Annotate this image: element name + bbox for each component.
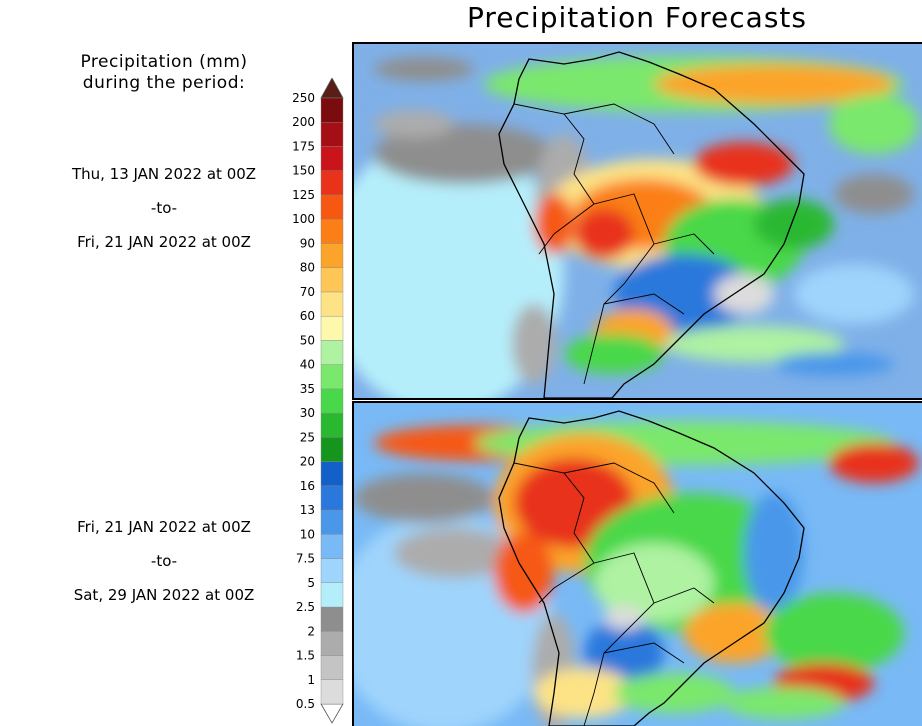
precipitation-colorbar: 0.5 1 1.5 2 2.5 5 7.5 10 13 16 20 25 30 35 40 50 60 70 80 9…	[292, 78, 344, 724]
colorbar-bin	[320, 243, 344, 268]
colorbar-tick-label: 40	[300, 358, 315, 372]
colorbar-tick-label: 70	[300, 285, 315, 299]
colorbar-bin	[320, 558, 344, 583]
colorbar-bin	[320, 388, 344, 414]
colorbar-bin	[320, 170, 344, 196]
colorbar-bin	[320, 582, 344, 608]
colorbar-tick-label: 90	[300, 236, 315, 250]
units-label-line2: during the period:	[82, 73, 246, 93]
colorbar-tick-label: 35	[300, 382, 315, 396]
colorbar-tick-label: 50	[300, 333, 315, 347]
colorbar-bin	[320, 631, 344, 656]
colorbar-bin	[320, 364, 344, 390]
colorbar-tick-label: 200	[292, 115, 315, 129]
colorbar-tick-label: 16	[300, 479, 315, 493]
page-title: Precipitation Forecasts	[467, 1, 807, 34]
period-1-start: Thu, 13 JAN 2022 at 00Z	[71, 165, 257, 183]
colorbar-bin	[320, 437, 344, 462]
units-label: Precipitation (mm) during the period:	[40, 52, 288, 94]
colorbar-tick-label: 0.5	[296, 697, 315, 711]
forecast-map-week2	[352, 401, 922, 726]
colorbar-bin	[320, 315, 344, 341]
forecast-map-week1	[352, 42, 922, 400]
colorbar-bin	[320, 606, 344, 632]
colorbar-tick-label: 1	[307, 673, 315, 687]
units-label-line1: Precipitation (mm)	[80, 52, 248, 72]
colorbar-tick-label: 80	[300, 261, 315, 275]
colorbar-tick-label: 20	[300, 455, 315, 469]
colorbar-bin	[320, 267, 344, 293]
colorbar-bin	[320, 291, 344, 317]
colorbar-bin	[320, 194, 344, 220]
colorbar-tick-label: 30	[300, 406, 315, 420]
colorbar-bin	[320, 412, 344, 438]
colorbar-tick-label: 5	[307, 576, 315, 590]
colorbar-bin	[320, 485, 344, 511]
period-1-separator: -to-	[150, 199, 178, 217]
colorbar-tick-label: 7.5	[296, 552, 315, 566]
colorbar-bin	[320, 146, 344, 171]
colorbar-tick-label: 150	[292, 164, 315, 178]
colorbar-bin	[320, 97, 344, 123]
colorbar-tick-label: 175	[292, 139, 315, 153]
colorbar-bin	[320, 122, 344, 147]
colorbar-top-arrow	[320, 78, 344, 99]
colorbar-tick-label: 100	[292, 212, 315, 226]
colorbar-tick-label: 10	[300, 527, 315, 541]
colorbar-bottom-arrow	[320, 703, 344, 724]
colorbar-bin	[320, 534, 344, 559]
colorbar-bin	[320, 655, 344, 680]
colorbar-tick-label: 125	[292, 188, 315, 202]
period-1-label: Thu, 13 JAN 2022 at 00Z -to- Fri, 21 JAN…	[40, 157, 288, 259]
colorbar-tick-label: 1.5	[296, 649, 315, 663]
colorbar-tick-label: 250	[292, 91, 315, 105]
colorbar-tick-label: 13	[300, 503, 315, 517]
period-2-separator: -to-	[150, 552, 178, 570]
colorbar-bin	[320, 509, 344, 535]
colorbar-tick-label: 60	[300, 309, 315, 323]
colorbar-bin	[320, 218, 344, 244]
period-2-label: Fri, 21 JAN 2022 at 00Z -to- Sat, 29 JAN…	[40, 510, 288, 612]
colorbar-bin	[320, 340, 344, 365]
period-2-end: Sat, 29 JAN 2022 at 00Z	[73, 586, 255, 604]
colorbar-bin	[320, 461, 344, 487]
colorbar-bin	[320, 679, 344, 705]
colorbar-tick-label: 25	[300, 430, 315, 444]
period-1-end: Fri, 21 JAN 2022 at 00Z	[77, 233, 251, 251]
period-2-start: Fri, 21 JAN 2022 at 00Z	[77, 518, 251, 536]
colorbar-tick-label: 2.5	[296, 600, 315, 614]
colorbar-tick-label: 2	[307, 624, 315, 638]
